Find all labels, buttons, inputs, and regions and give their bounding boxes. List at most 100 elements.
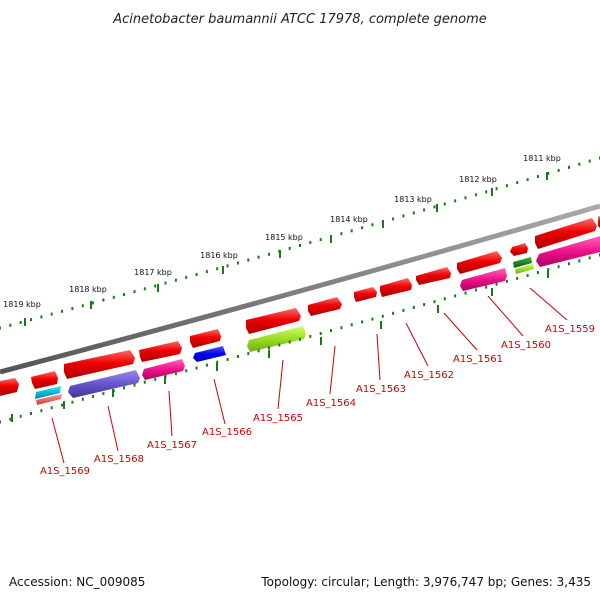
accession-text: Accession: NC_009085 [9,575,145,589]
kbp-label: 1814 kbp [330,215,368,224]
gene-label[interactable]: A1S_1560 [501,340,551,351]
kbp-label: 1812 kbp [459,175,497,184]
gene-label[interactable]: A1S_1559 [545,324,595,335]
map-title: Acinetobacter baumannii ATCC 17978, comp… [112,12,487,27]
gene-feature[interactable] [68,370,140,398]
scale-dot [381,314,384,318]
gene-feature[interactable] [35,386,61,399]
gene-feature[interactable] [515,264,534,274]
scale-dot [278,343,281,347]
gene-feature[interactable] [308,297,342,316]
gene-feature[interactable] [380,278,412,297]
gene-feature[interactable] [139,341,182,362]
scale-major-tick [268,350,270,358]
gene-label[interactable]: A1S_1563 [356,384,406,395]
scale-dot [392,217,395,221]
gene-feature[interactable] [354,287,377,302]
scale-major-tick [436,204,438,212]
scale-dot [19,414,22,418]
scale-dot [485,190,488,194]
scale-dot [526,274,529,277]
kbp-label: 1815 kbp [265,233,303,242]
scale-dot [371,223,374,227]
inner-scale-ring [0,253,600,424]
forward-strand-genes[interactable] [0,216,600,396]
scale-major-tick [491,188,493,196]
gene-feature[interactable] [142,359,185,380]
scale-dot [330,329,332,333]
kbp-label: 1818 kbp [69,285,107,294]
gene-feature[interactable] [536,236,600,267]
scale-dot [340,232,343,236]
scale-dot [92,301,95,305]
gene-label[interactable]: A1S_1566 [202,427,252,438]
gene-feature[interactable] [190,329,221,348]
scale-dot [557,265,560,269]
scale-major-tick [164,376,166,384]
gene-label[interactable]: A1S_1567 [147,440,197,451]
leader-line [443,312,478,351]
scale-dot [309,334,312,338]
scale-dot [174,278,177,282]
scale-dot [443,297,446,301]
gene-feature[interactable] [457,251,502,274]
gene-feature[interactable] [510,243,528,256]
gene-feature[interactable] [513,257,532,268]
gene-feature[interactable] [64,350,135,379]
scale-major-tick [437,305,439,313]
scale-dot [588,256,591,260]
scale-dot [185,275,188,279]
gene-label[interactable]: A1S_1565 [253,413,303,424]
scale-dot [236,355,239,358]
scale-dot [195,273,198,276]
gene-label[interactable]: A1S_1569 [40,466,90,477]
leader-line [329,345,336,395]
scale-dot [143,380,146,384]
gene-feature[interactable] [535,218,597,249]
leader-line [529,287,568,321]
scale-dot [423,303,426,307]
scale-dot [123,293,126,296]
scale-dot [30,412,32,415]
scale-dot [30,318,32,322]
scale-dot [454,199,457,203]
scale-dot [123,386,126,390]
scale-dot [102,298,105,302]
scale-dot [257,349,260,353]
gene-label[interactable]: A1S_1568 [94,454,144,465]
scale-dot [71,307,74,310]
scale-dot [71,400,74,404]
scale-dot [485,285,488,289]
gene-feature[interactable] [0,378,19,396]
gene-feature[interactable] [246,308,301,334]
gene-label[interactable]: A1S_1562 [404,370,454,381]
kbp-label: 1817 kbp [134,268,172,277]
scale-dot [433,300,436,304]
scale-dot [516,181,519,185]
gene-feature[interactable] [31,371,58,389]
scale-dot [236,261,239,265]
scale-dot [299,337,301,341]
scale-dot [547,268,550,272]
kbp-label: 1813 kbp [394,195,432,204]
scale-dot [371,317,374,321]
scale-dot [474,193,477,197]
scale-dot [216,267,219,271]
gene-label[interactable]: A1S_1561 [453,354,503,365]
scale-dot [143,287,146,291]
gene-feature[interactable] [416,267,451,285]
scale-dot [568,165,570,169]
gene-feature[interactable] [193,346,226,362]
scale-dot [19,321,22,324]
gene-feature[interactable] [460,268,507,291]
gene-label[interactable]: A1S_1564 [306,398,356,409]
gene-feature[interactable] [36,394,62,405]
scale-dot [319,238,322,242]
scale-dot [464,196,467,200]
leader-line [51,417,65,464]
reverse-strand-genes[interactable] [35,236,600,405]
scale-dot [402,308,405,312]
gene-label-group: A1S_1559 A1S_1560 A1S_1561 A1S_1562 A1S_… [40,287,595,477]
scale-dot [454,294,457,298]
gene-feature[interactable] [247,326,306,352]
